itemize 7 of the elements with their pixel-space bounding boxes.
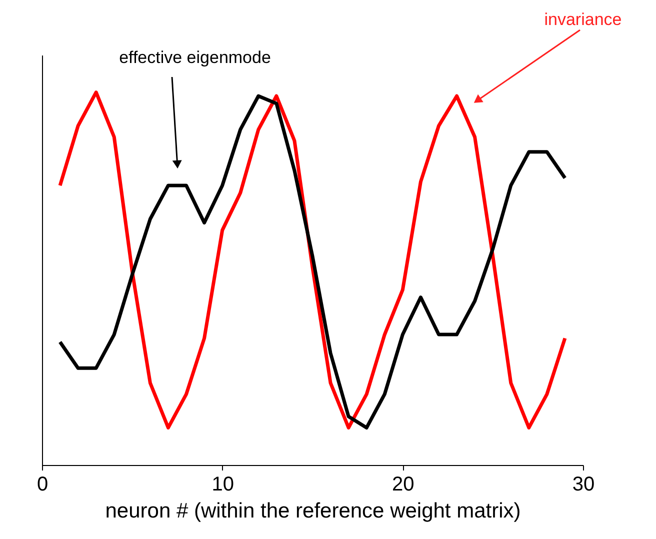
x-tick-label: 30 [572,474,595,496]
x-tick-label: 10 [212,474,234,496]
annotation: invariance [544,10,622,29]
x-tick-label: 20 [392,474,414,496]
annotation: effective eigenmode [119,48,271,67]
x-tick-label: 0 [36,474,48,496]
x-axis-title: neuron # (within the reference weight matrix) [105,500,521,522]
